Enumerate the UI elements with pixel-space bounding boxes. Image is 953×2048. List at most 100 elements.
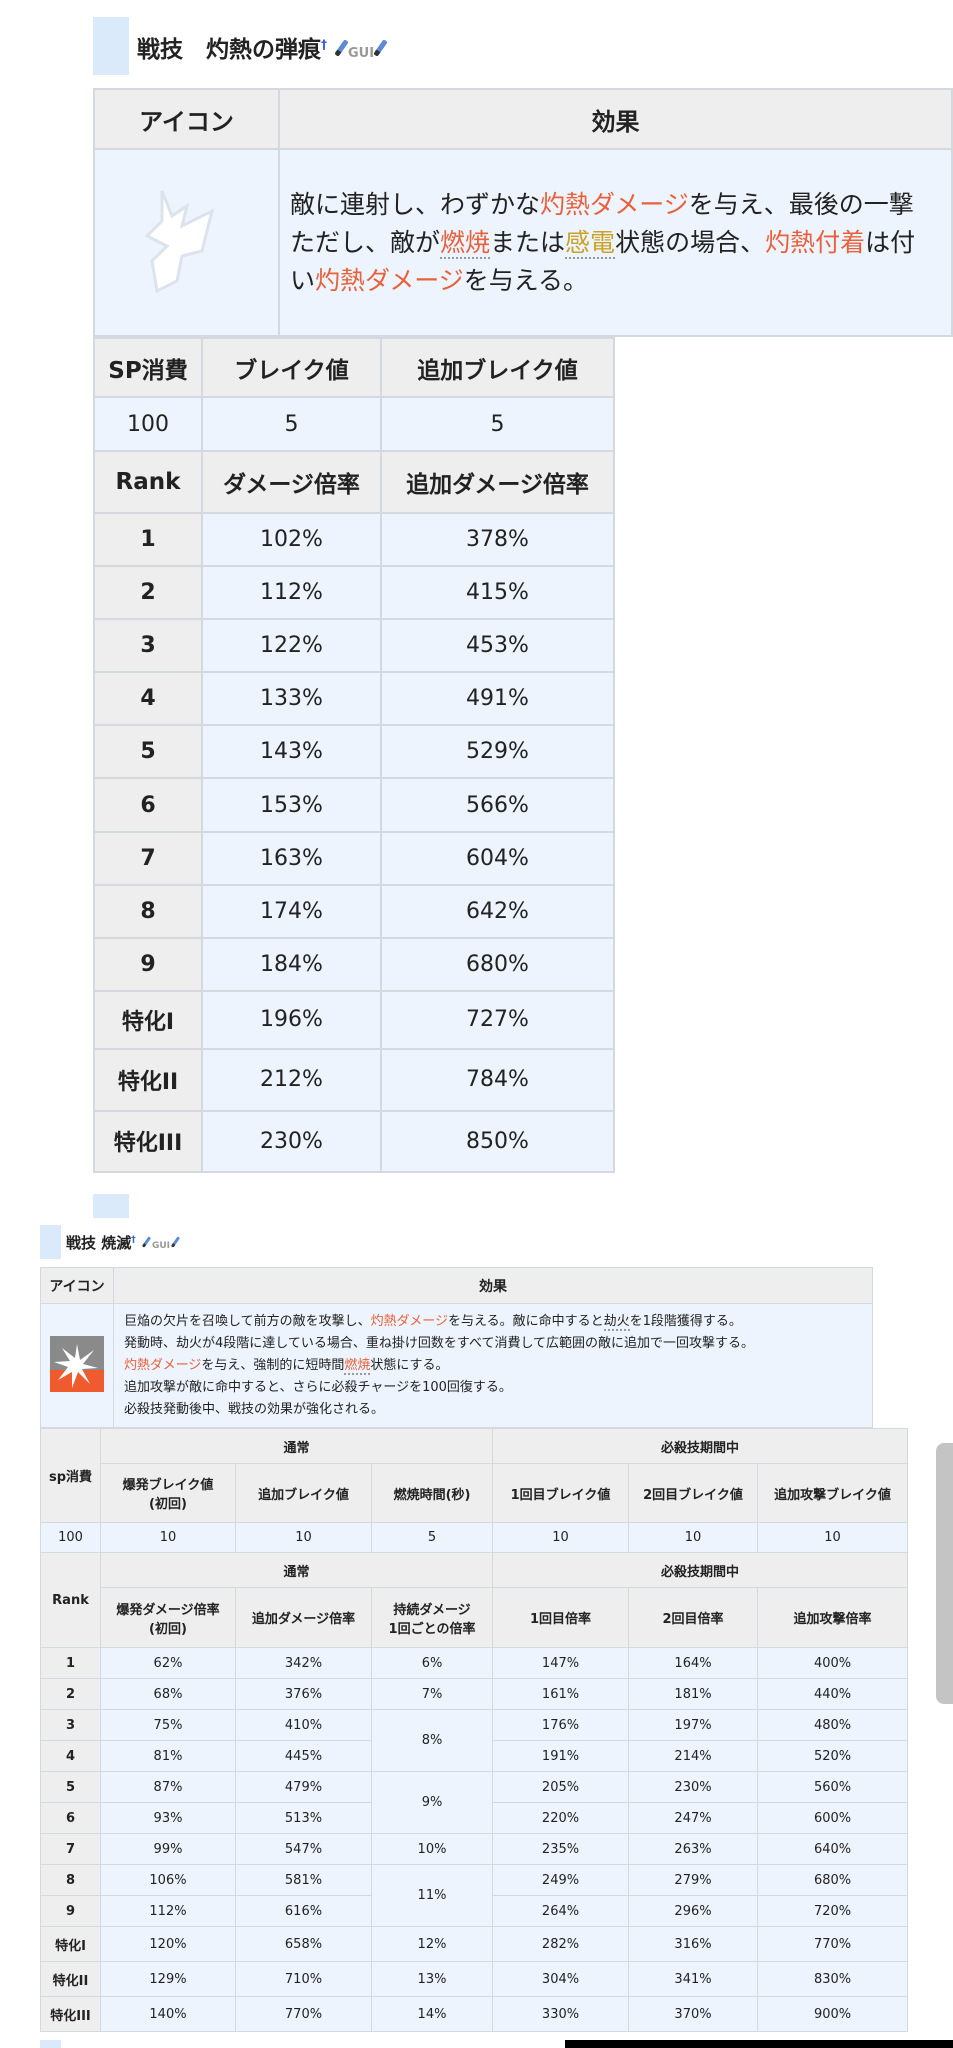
rank-cell: 1	[93, 511, 203, 568]
rank-cell: 2	[93, 565, 203, 621]
edit-pencil-icon[interactable]	[170, 1236, 181, 1248]
value-cell: 680%	[757, 1864, 909, 1896]
value-cell: 249%	[492, 1864, 630, 1896]
value-cell: 727%	[380, 989, 615, 1050]
table-row: 5 143% 529%	[93, 724, 615, 780]
keyword-link[interactable]: 灼熱ダメージ	[540, 189, 689, 219]
text-segment: を与える。敵に命中すると	[447, 1313, 604, 1329]
table-row: 9 184% 680%	[93, 936, 615, 992]
pencil-icon[interactable]	[141, 1236, 152, 1248]
pencil-icon[interactable]	[334, 39, 349, 57]
group-header-row: Rank 通常 必殺技期間中	[40, 1552, 909, 1648]
rank-cell: 5	[40, 1771, 101, 1803]
column-header: ダメージ倍率	[201, 450, 382, 514]
table-row: 1 62% 342% 6% 147% 164% 400%	[40, 1647, 909, 1679]
gui-edit-link[interactable]: GUI	[151, 1241, 171, 1251]
keyword-link[interactable]: 灼熱付着	[765, 227, 866, 257]
table-row: 4 133% 491%	[93, 671, 615, 727]
rank-cell: 9	[93, 936, 203, 992]
skill-icon-cell	[93, 148, 280, 337]
text-segment: 発動時、劫火が4段階に達している場合、重ね掛け回数をすべて消費して広範囲の敵に追…	[124, 1335, 755, 1351]
value-cell: 6%	[370, 1647, 494, 1679]
rank-cell: 3	[93, 618, 203, 674]
edit-pencil-icon[interactable]	[373, 39, 388, 57]
heading-marker	[40, 1225, 61, 1259]
values-row: 100 5 5	[93, 396, 615, 452]
value-cell: 197%	[628, 1709, 759, 1741]
value-cell: 112%	[201, 565, 382, 621]
value-cell: 316%	[628, 1926, 759, 1962]
section-heading: 戦技 灼熱の弾痕† GUI	[137, 30, 388, 64]
text-segment: は付	[865, 227, 916, 257]
value-cell: 445%	[235, 1740, 372, 1772]
value-cell: 230%	[628, 1771, 759, 1803]
table-row: 3 75% 410% 8% 176% 197% 480%	[40, 1709, 909, 1772]
gui-edit-link[interactable]: GUI	[348, 46, 375, 61]
table-row: 6 93% 513% 220% 247% 600%	[40, 1802, 909, 1834]
value-cell: 341%	[628, 1961, 759, 1997]
rank-cell: 2	[40, 1678, 101, 1710]
dagger-link[interactable]: †	[321, 37, 327, 52]
value-cell: 264%	[492, 1895, 630, 1927]
value-cell: 112%	[100, 1895, 236, 1927]
rank-cell: 特化I	[40, 1926, 101, 1962]
value-cell: 342%	[235, 1647, 372, 1679]
keyword-link[interactable]: 感電	[565, 227, 616, 259]
value-cell: 8%	[370, 1709, 494, 1772]
rank-cell: 3	[40, 1709, 101, 1741]
value-cell: 279%	[628, 1864, 759, 1896]
value-cell: 415%	[380, 565, 615, 621]
keyword-link[interactable]: 灼熱ダメージ	[370, 1313, 448, 1329]
keyword-link[interactable]: 劫火	[603, 1313, 630, 1331]
rank-cell: 8	[93, 883, 203, 939]
value-cell: 10	[757, 1522, 909, 1553]
column-header: SP消費	[93, 337, 203, 398]
value-cell: 181%	[628, 1678, 759, 1710]
keyword-link[interactable]: 燃焼	[440, 227, 491, 259]
value-cell: 770%	[235, 1996, 372, 2032]
value-cell: 87%	[100, 1771, 236, 1803]
value-cell: 410%	[235, 1709, 372, 1741]
text-segment: ただし、敵が	[290, 227, 441, 257]
icon-header: アイコン	[40, 1267, 114, 1304]
value-cell: 850%	[380, 1109, 615, 1173]
value-cell: 153%	[201, 777, 382, 833]
column-header: 持続ダメージ 1回ごとの倍率	[370, 1587, 494, 1648]
value-cell: 604%	[380, 830, 615, 886]
keyword-link[interactable]: 灼熱ダメージ	[315, 265, 464, 295]
skill-icon-cell	[40, 1303, 114, 1428]
text-segment: 状態の場合、	[615, 227, 766, 257]
heading-marker	[93, 17, 129, 75]
text-segment: い	[290, 265, 316, 295]
rank-cell: 7	[40, 1833, 101, 1865]
text-segment: を与え、最後の一撃	[688, 189, 914, 219]
value-cell: 480%	[757, 1709, 909, 1741]
value-cell: 710%	[235, 1961, 372, 1997]
header-row: 爆発ブレイク値 (初回) 追加ブレイク値 燃焼時間(秒) 1回目ブレイク値 2回目ブレイ…	[41, 1463, 909, 1523]
value-cell: 212%	[201, 1047, 382, 1112]
keyword-link[interactable]: 灼熱ダメージ	[124, 1357, 202, 1373]
rank-cell: 特化I	[93, 989, 203, 1050]
table-row: 9 112% 616% 264% 296% 720%	[40, 1895, 909, 1927]
value-cell: 164%	[628, 1647, 759, 1679]
table-row: 4 81% 445% 191% 214% 520%	[40, 1740, 909, 1772]
value-cell: 491%	[380, 671, 615, 727]
effect-description: 敵に連射し、わずかな灼熱ダメージを与え、最後の一撃 ただし、敵が燃焼または感電状態…	[278, 148, 953, 337]
keyword-link[interactable]: 燃焼	[344, 1357, 371, 1375]
column-header: 爆発ダメージ倍率 (初回)	[100, 1587, 236, 1648]
text-segment: 敵に連射し、わずかな	[290, 189, 541, 219]
value-cell: 263%	[628, 1833, 759, 1865]
scrollbar[interactable]	[936, 1443, 953, 1704]
effect-header: 効果	[278, 88, 953, 150]
value-cell: 120%	[100, 1926, 236, 1962]
value-cell: 7%	[370, 1678, 494, 1710]
value-cell: 784%	[380, 1047, 615, 1112]
table-row: 7 99% 547% 10% 235% 263% 640%	[40, 1833, 909, 1865]
value-cell: 720%	[757, 1895, 909, 1927]
rank-cell: 7	[93, 830, 203, 886]
dagger-link[interactable]: †	[131, 1235, 136, 1245]
value-cell: 11%	[370, 1864, 494, 1927]
section-heading: 戦技 焼滅† GUI	[66, 1232, 181, 1253]
value-cell: 282%	[492, 1926, 630, 1962]
rank-cell: 特化III	[93, 1109, 203, 1173]
